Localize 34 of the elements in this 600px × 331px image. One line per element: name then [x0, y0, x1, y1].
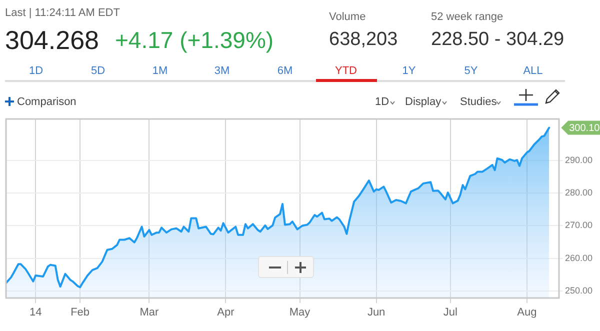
x-tick-label: Jun — [367, 306, 386, 319]
text: 1M — [152, 65, 168, 77]
text: 1D — [375, 96, 390, 108]
text: 6M — [277, 65, 293, 77]
text: Display — [405, 96, 442, 108]
x-tick-label: Aug — [517, 306, 537, 319]
text: +4.17 (+1.39%) — [115, 27, 274, 53]
x-tick-label: May — [289, 306, 311, 319]
text: Volume — [329, 11, 366, 23]
y-tick-label: 270.00 — [565, 220, 593, 230]
text: 52 week range — [431, 11, 504, 23]
text: 1Y — [402, 65, 416, 77]
y-tick-label: 290.00 — [565, 155, 593, 166]
text: 638,203 — [329, 29, 398, 50]
text: ALL — [523, 65, 543, 77]
x-tick-label: Feb — [70, 306, 90, 319]
x-tick-label: Apr — [217, 306, 235, 319]
text: 304.268 — [5, 25, 99, 55]
y-tick-label: 250.00 — [565, 285, 593, 296]
x-tick-label: 14 — [30, 306, 42, 319]
y-tick-label: 280.00 — [565, 188, 593, 198]
x-tick-label: Mar — [140, 306, 159, 319]
text: 5Y — [464, 65, 478, 77]
text: Comparison — [17, 96, 76, 108]
text: 228.50 - 304.29 — [431, 29, 564, 50]
annotation: 300.10 — [569, 123, 600, 134]
text: 1D — [28, 65, 44, 77]
text: YTD — [335, 65, 357, 77]
text: 3M — [214, 65, 230, 77]
text: Studies — [460, 96, 497, 108]
text: Last | 11:24:11 AM EDT — [5, 7, 120, 19]
text: 5D — [90, 65, 106, 77]
y-tick-label: 260.00 — [565, 252, 593, 263]
x-tick-label: Jul — [443, 306, 458, 319]
